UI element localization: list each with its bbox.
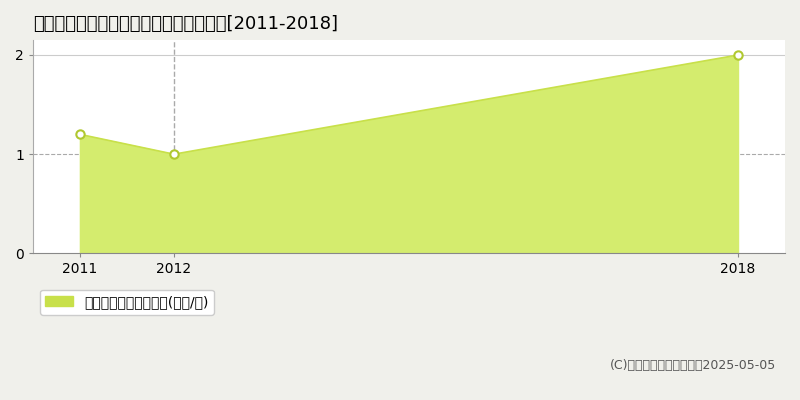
- Text: 会津若松市北会津町蟹川　土地価格推移[2011-2018]: 会津若松市北会津町蟹川 土地価格推移[2011-2018]: [33, 15, 338, 33]
- Text: (C)土地価格ドットコム　2025-05-05: (C)土地価格ドットコム 2025-05-05: [610, 359, 776, 372]
- Legend: 土地価格　平均坪単価(万円/坪): 土地価格 平均坪単価(万円/坪): [40, 290, 214, 315]
